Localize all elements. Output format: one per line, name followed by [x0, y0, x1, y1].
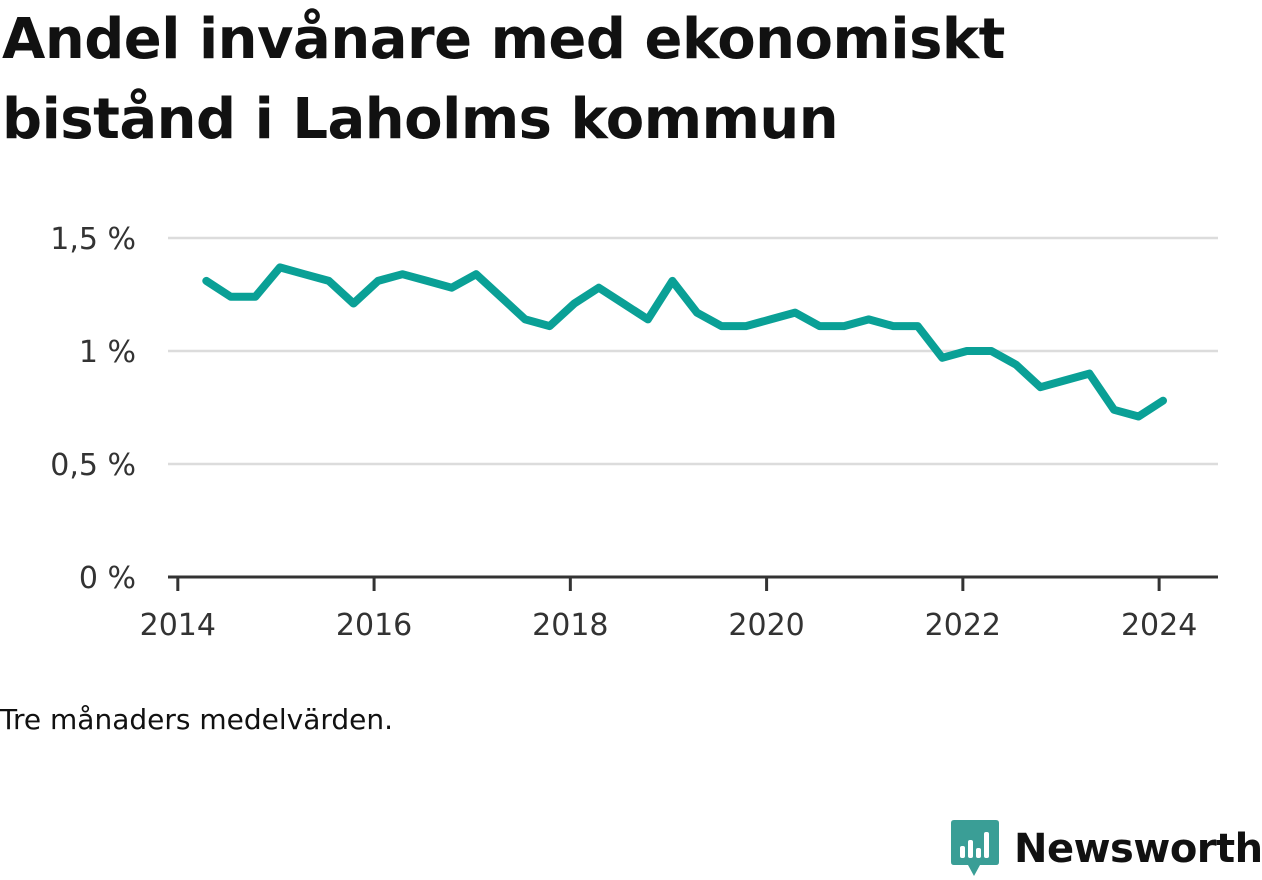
x-tick-label: 2020: [728, 608, 804, 643]
x-tick-label: 2022: [925, 608, 1001, 643]
y-axis-labels: 0 % 0,5 % 1 % 1,5 %: [50, 222, 136, 596]
x-tick-label: 2014: [140, 608, 216, 643]
chart-note: Tre månaders medelvärden.: [0, 703, 394, 736]
x-tick-label: 2016: [336, 608, 412, 643]
brand-logo[interactable]: Newsworthy: [950, 818, 1262, 880]
chart-title: Andel invånare med ekonomiskt bistånd i …: [2, 7, 1005, 152]
brand-name: Newsworthy: [1014, 826, 1262, 872]
gridlines: [168, 236, 1218, 466]
y-tick-label: 1 %: [79, 335, 136, 370]
x-axis: 2014 2016 2018 2020 2022 2024: [140, 575, 1218, 643]
y-tick-label: 0,5 %: [50, 448, 136, 483]
series-layer: [202, 263, 1167, 421]
y-tick-label: 0 %: [79, 561, 136, 596]
x-tick-label: 2024: [1121, 608, 1197, 643]
series-line: [202, 263, 1167, 421]
y-tick-label: 1,5 %: [50, 222, 136, 257]
newsworthy-logo-icon: [951, 820, 999, 876]
line-chart: 0 % 0,5 % 1 % 1,5 % 2014 2016 2018 2020 2022 202…: [50, 222, 1218, 643]
x-tick-label: 2018: [532, 608, 608, 643]
